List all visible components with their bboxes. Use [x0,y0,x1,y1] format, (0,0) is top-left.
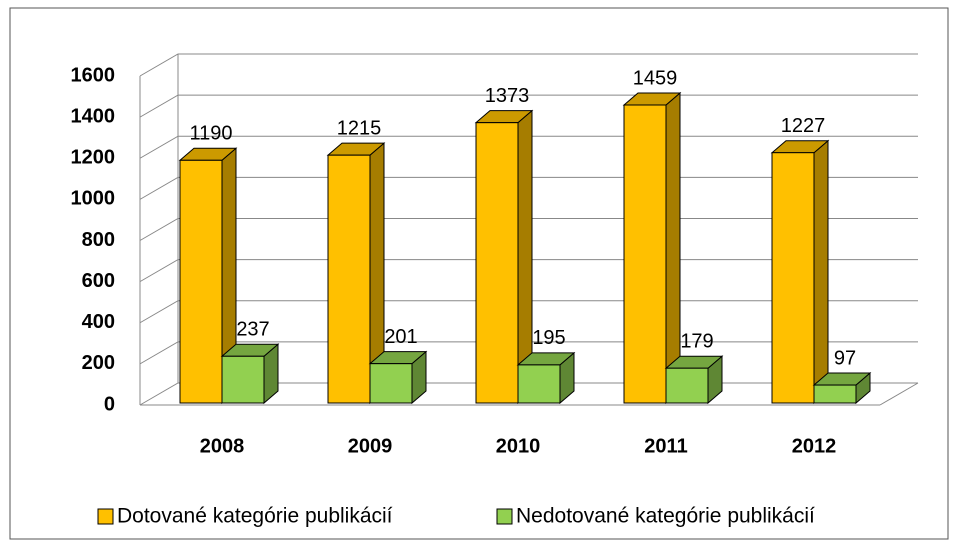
y-tick-label: 400 [82,311,115,333]
bar-front [771,152,815,404]
bar [812,371,872,405]
bar-front [221,355,265,404]
bar-front [813,384,857,404]
bar-front [665,367,709,404]
floor-edge [879,382,919,406]
y-tick-label: 800 [82,229,115,251]
legend-swatch [496,508,513,525]
bar [664,355,724,405]
bar [326,142,386,405]
legend-label: Nedotované kategórie publikácií [516,505,815,528]
y-tick-label: 1600 [71,64,116,86]
data-label: 1215 [337,117,382,139]
data-label: 1373 [485,85,530,107]
bar [178,147,238,405]
data-label: 1190 [189,123,232,145]
data-label: 1459 [633,67,678,89]
data-label: 201 [384,326,417,348]
bar [220,343,280,405]
data-label: 1227 [781,115,826,137]
bar-front [475,122,519,404]
y-tick-label: 0 [104,393,115,415]
y-tick-label: 200 [82,352,115,374]
data-label: 237 [236,319,269,341]
bar-side [665,91,681,405]
bar-side [813,139,829,405]
x-tick-label: 2010 [496,435,541,457]
y-tick-label: 1400 [71,105,116,127]
bar [368,350,428,405]
bar-front [517,364,561,404]
data-label: 195 [532,327,565,349]
bar [516,351,576,405]
bar-front [327,154,371,404]
data-label: 179 [680,330,713,352]
y-tick-label: 600 [82,270,115,292]
bar [770,139,830,405]
bar-front [179,159,223,404]
y-tick-label: 1200 [71,147,116,169]
grid-line [139,53,918,77]
legend-label: Dotované kategórie publikácií [117,505,393,528]
bar [474,109,534,405]
x-tick-label: 2011 [644,435,687,457]
y-tick-label: 1000 [71,188,116,210]
bar-front [623,104,667,404]
x-tick-label: 2008 [200,435,245,457]
bar-front [369,363,413,404]
data-label: 97 [834,347,856,369]
x-tick-label: 2009 [348,435,393,457]
legend-swatch [97,508,114,525]
x-tick-label: 2012 [792,435,837,457]
bar [622,91,682,405]
